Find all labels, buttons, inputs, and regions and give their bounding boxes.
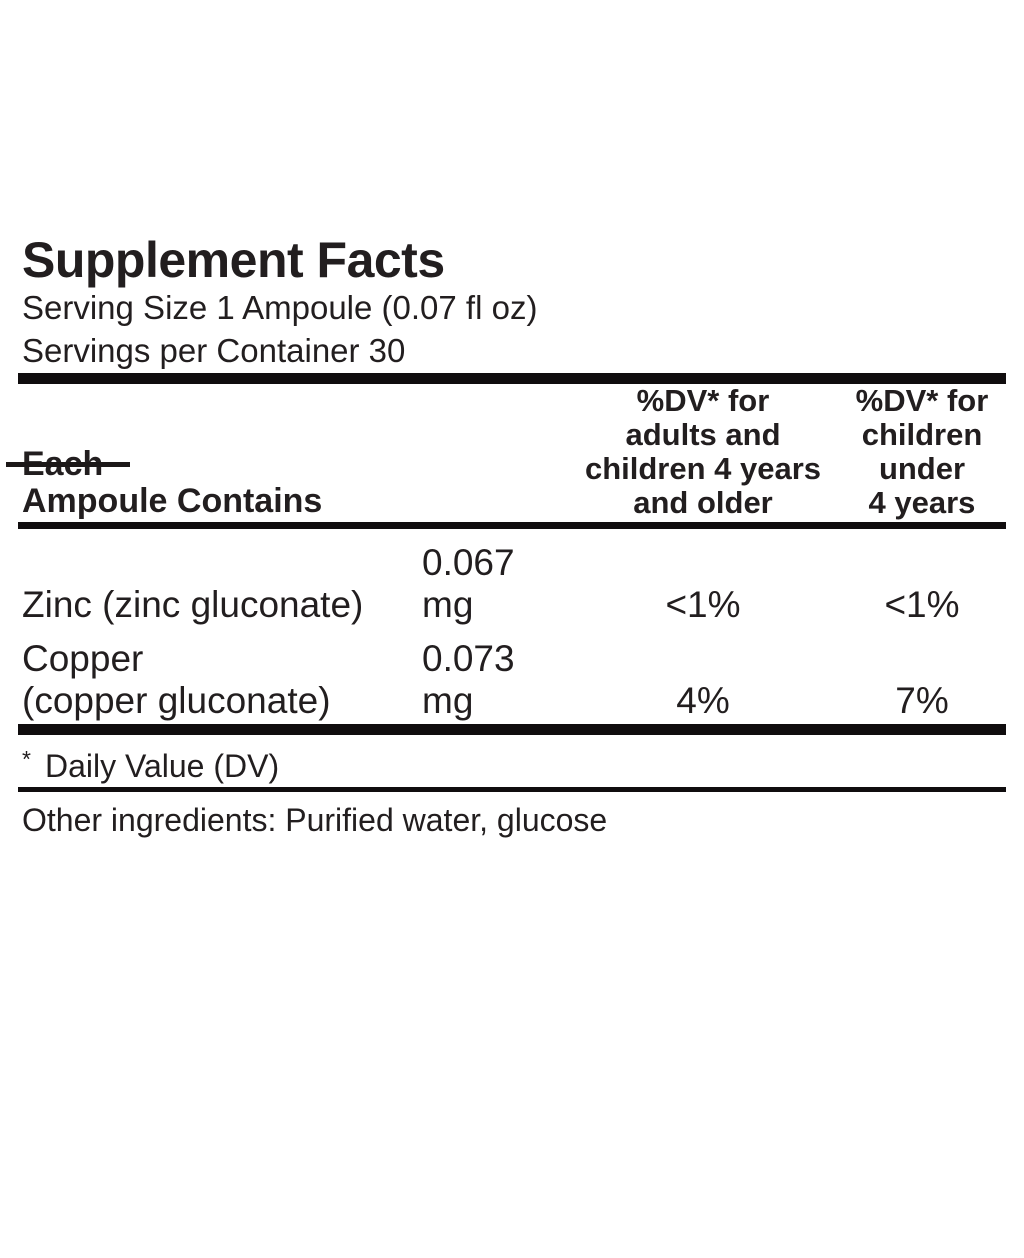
top-divider-rule	[18, 373, 1006, 384]
footnote-divider-rule	[18, 787, 1006, 792]
table-row-zinc: Zinc (zinc gluconate) 0.067 mg <1% <1%	[18, 529, 1006, 626]
table-header-row: Each Ampoule Contains %DV* for adults an…	[18, 384, 1006, 522]
footnote-asterisk: *	[22, 746, 31, 772]
ingredient-amount: 0.073 mg	[422, 638, 515, 721]
label-content: Supplement Facts Serving Size 1 Ampoule …	[0, 234, 1024, 839]
ingredient-name: Zinc (zinc gluconate)	[22, 584, 364, 625]
dv-children-value: 7%	[895, 680, 949, 721]
header-dv-children-column: %DV* for children under 4 years	[855, 383, 989, 520]
dv-adults-value: <1%	[665, 584, 741, 625]
label-title: Supplement Facts	[22, 232, 445, 288]
table-bottom-rule	[18, 724, 1006, 735]
dv-children-value: <1%	[884, 584, 960, 625]
other-ingredients-text: Other ingredients: Purified water, gluco…	[22, 802, 608, 838]
serving-size-text: Serving Size 1 Ampoule (0.07 fl oz)	[22, 289, 538, 326]
footnote-text: Daily Value (DV)	[44, 748, 280, 784]
ingredient-amount: 0.067 mg	[422, 542, 515, 625]
supplement-facts-label: Supplement Facts Serving Size 1 Ampoule …	[0, 234, 1024, 1258]
print-artifact-mark	[6, 462, 130, 467]
servings-per-container-text: Servings per Container 30	[22, 332, 406, 369]
header-divider-rule	[18, 522, 1006, 529]
dv-adults-value: 4%	[676, 680, 730, 721]
ingredient-name: Copper (copper gluconate)	[22, 638, 331, 721]
header-ingredient-column: Each Ampoule Contains	[22, 445, 323, 520]
header-dv-adults-column: %DV* for adults and children 4 years and…	[584, 383, 822, 520]
table-row-copper: Copper (copper gluconate) 0.073 mg 4% 7%	[18, 626, 1006, 722]
daily-value-footnote: * Daily Value (DV)	[22, 741, 1006, 784]
